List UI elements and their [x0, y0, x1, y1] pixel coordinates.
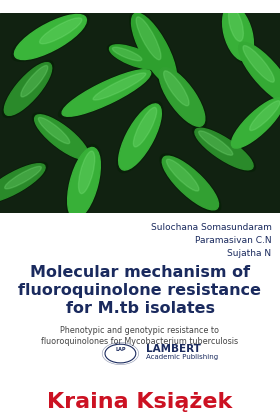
Ellipse shape — [130, 10, 178, 88]
Ellipse shape — [112, 47, 142, 61]
Ellipse shape — [119, 104, 161, 170]
Ellipse shape — [162, 156, 218, 210]
Ellipse shape — [4, 63, 52, 116]
Text: Sulochana Somasundaram: Sulochana Somasundaram — [151, 223, 272, 232]
Ellipse shape — [62, 70, 151, 116]
Ellipse shape — [195, 128, 253, 170]
Ellipse shape — [93, 73, 146, 100]
Ellipse shape — [38, 118, 70, 144]
Text: Paramasivan C.N: Paramasivan C.N — [195, 236, 272, 245]
Text: Academic Publishing: Academic Publishing — [146, 354, 218, 360]
Ellipse shape — [160, 154, 221, 212]
Text: Phenotypic and genotypic resistance to
fluoroquinolones for Mycobacterium tuberc: Phenotypic and genotypic resistance to f… — [41, 326, 239, 346]
Ellipse shape — [228, 8, 243, 41]
Ellipse shape — [3, 60, 53, 118]
Ellipse shape — [237, 40, 280, 106]
Ellipse shape — [223, 5, 253, 60]
Ellipse shape — [15, 14, 86, 60]
Ellipse shape — [243, 46, 274, 82]
Ellipse shape — [78, 151, 95, 194]
Ellipse shape — [136, 17, 161, 60]
Ellipse shape — [231, 98, 280, 148]
Text: Molecular mechanism of
fluoroquinolone resistance
for M.tb isolates: Molecular mechanism of fluoroquinolone r… — [18, 265, 262, 316]
Ellipse shape — [199, 131, 233, 155]
Ellipse shape — [250, 101, 280, 131]
Text: LAP: LAP — [115, 347, 126, 352]
Ellipse shape — [166, 159, 199, 191]
Ellipse shape — [68, 147, 100, 218]
Ellipse shape — [221, 3, 255, 63]
Ellipse shape — [32, 113, 91, 161]
Ellipse shape — [39, 18, 82, 44]
Ellipse shape — [193, 126, 255, 171]
Ellipse shape — [229, 96, 280, 150]
Ellipse shape — [239, 42, 280, 104]
Ellipse shape — [11, 13, 89, 61]
Ellipse shape — [157, 66, 207, 129]
Ellipse shape — [133, 108, 157, 147]
Text: Kraina Książek: Kraina Książek — [47, 391, 233, 412]
Ellipse shape — [109, 45, 159, 69]
Ellipse shape — [66, 144, 102, 221]
Ellipse shape — [0, 164, 45, 202]
Text: Sujatha N: Sujatha N — [227, 249, 272, 258]
Ellipse shape — [164, 71, 189, 106]
Ellipse shape — [21, 66, 48, 97]
Text: LAMBERT: LAMBERT — [146, 344, 200, 354]
Ellipse shape — [159, 68, 205, 126]
Ellipse shape — [117, 101, 163, 173]
Ellipse shape — [132, 13, 176, 85]
Ellipse shape — [0, 162, 48, 204]
Ellipse shape — [59, 68, 154, 118]
Ellipse shape — [108, 44, 161, 70]
Ellipse shape — [35, 115, 88, 159]
Ellipse shape — [5, 166, 41, 189]
